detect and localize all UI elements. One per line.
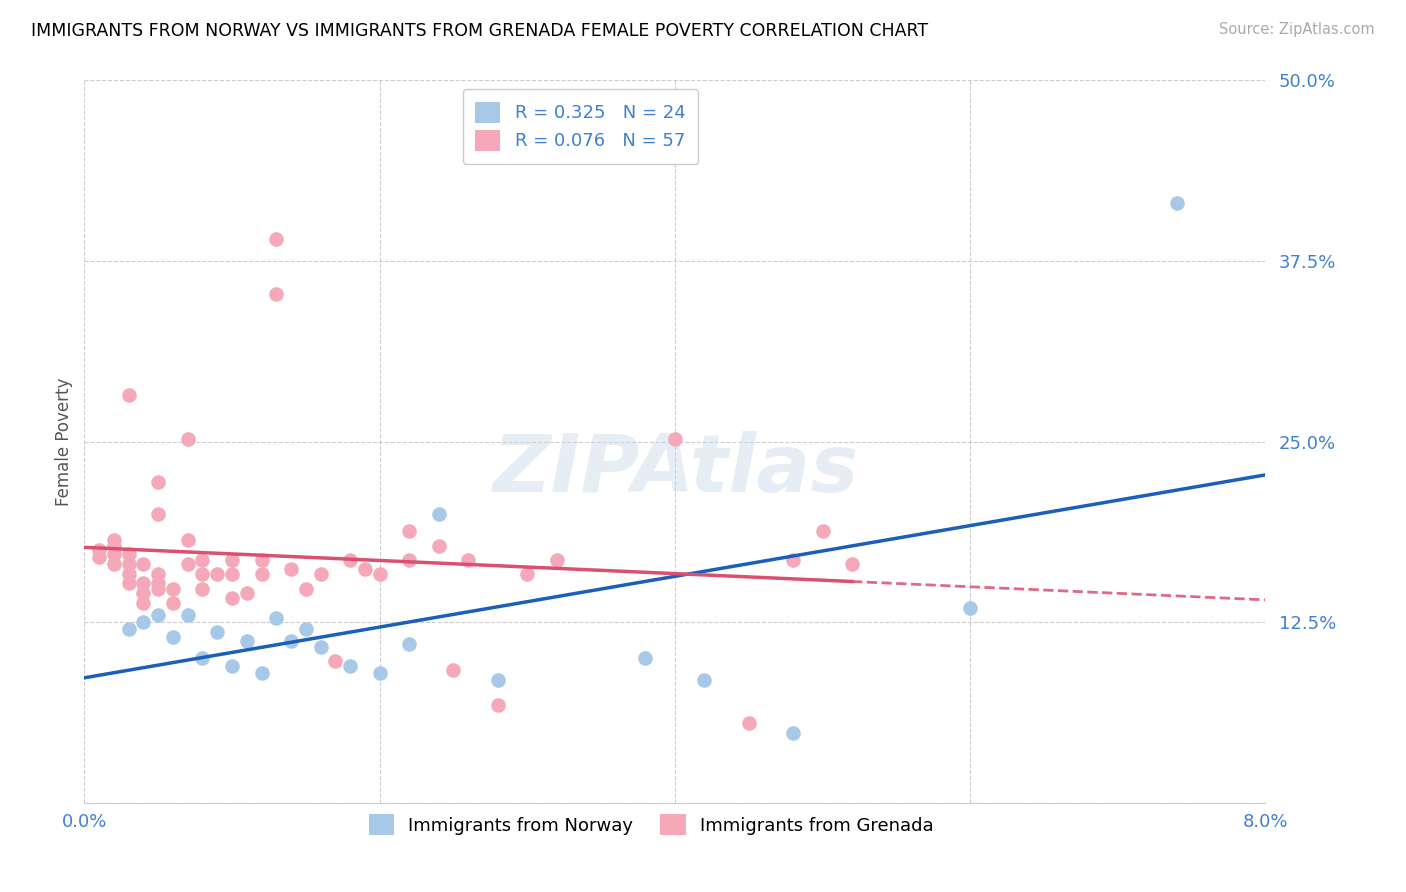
Point (1166, 196, 1188, 211)
Point (148, 576, 170, 591)
Point (191, 553, 214, 567)
Point (118, 576, 141, 591)
Point (221, 567, 243, 582)
Point (103, 558, 125, 572)
Point (191, 567, 214, 582)
Point (207, 567, 229, 582)
Point (427, 539, 450, 553)
Point (250, 553, 273, 567)
Point (309, 567, 332, 582)
Point (250, 665, 273, 680)
Point (103, 547, 125, 561)
Point (250, 567, 273, 582)
Point (811, 524, 834, 538)
Point (841, 558, 863, 572)
Point (118, 623, 141, 637)
Point (87, 550, 111, 565)
Point (325, 654, 347, 668)
Point (177, 607, 200, 622)
Point (148, 475, 170, 489)
Point (295, 623, 318, 637)
Point (118, 558, 141, 572)
Point (103, 539, 125, 553)
Point (339, 658, 361, 673)
Point (177, 558, 200, 572)
Point (264, 611, 288, 625)
Point (339, 553, 361, 567)
Point (162, 596, 184, 610)
Point (782, 726, 804, 740)
Point (398, 637, 420, 651)
Point (264, 287, 288, 301)
Point (295, 582, 318, 596)
Point (398, 553, 420, 567)
Point (427, 507, 450, 521)
Point (191, 582, 214, 596)
Point (132, 558, 155, 572)
Point (87, 542, 111, 557)
Point (264, 232, 288, 246)
Point (368, 567, 391, 582)
Point (516, 567, 538, 582)
Point (486, 698, 509, 712)
Point (354, 562, 377, 576)
Point (177, 432, 200, 446)
Text: Source: ZipAtlas.com: Source: ZipAtlas.com (1219, 22, 1375, 37)
Text: ZIPAtlas: ZIPAtlas (492, 432, 858, 509)
Point (486, 673, 509, 687)
Point (118, 388, 141, 402)
Point (634, 651, 657, 665)
Point (221, 553, 243, 567)
Point (191, 651, 214, 665)
Point (546, 553, 568, 567)
Point (309, 640, 332, 654)
Point (280, 562, 302, 576)
Point (959, 600, 981, 615)
Point (443, 663, 465, 677)
Y-axis label: Female Poverty: Female Poverty (55, 377, 73, 506)
Point (132, 596, 155, 610)
Point (103, 533, 125, 547)
Point (235, 634, 259, 648)
Point (132, 615, 155, 630)
Point (148, 567, 170, 582)
Point (162, 630, 184, 644)
Point (118, 567, 141, 582)
Point (148, 607, 170, 622)
Point (162, 582, 184, 596)
Point (148, 582, 170, 596)
Point (118, 547, 141, 561)
Point (280, 634, 302, 648)
Point (132, 586, 155, 600)
Point (398, 524, 420, 538)
Point (221, 591, 243, 605)
Point (235, 586, 259, 600)
Point (664, 432, 686, 446)
Point (782, 553, 804, 567)
Point (368, 665, 391, 680)
Point (693, 673, 716, 687)
Text: IMMIGRANTS FROM NORWAY VS IMMIGRANTS FROM GRENADA FEMALE POVERTY CORRELATION CHA: IMMIGRANTS FROM NORWAY VS IMMIGRANTS FRO… (31, 22, 928, 40)
Point (148, 507, 170, 521)
Legend: Immigrants from Norway, Immigrants from Grenada: Immigrants from Norway, Immigrants from … (360, 805, 943, 845)
Point (457, 553, 479, 567)
Point (221, 658, 243, 673)
Point (177, 533, 200, 547)
Point (738, 716, 761, 731)
Point (132, 576, 155, 591)
Point (207, 625, 229, 640)
